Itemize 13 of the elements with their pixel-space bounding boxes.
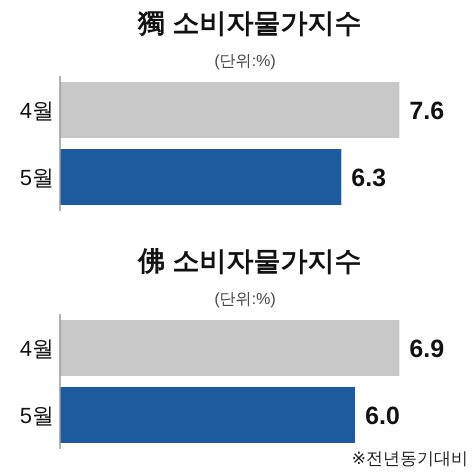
chart-subtitle: (단위:%) <box>214 291 276 308</box>
data-label: 7.6 <box>409 97 444 125</box>
y-tick-label: 4월 <box>20 98 54 123</box>
chart-title: 獨 소비자물가지수 <box>137 8 362 38</box>
y-tick-label: 5월 <box>20 165 54 190</box>
annotation: ※전년동기대비 <box>352 449 468 468</box>
data-label: 6.0 <box>365 402 400 430</box>
y-tick-label: 4월 <box>20 336 54 361</box>
data-label: 6.3 <box>351 164 386 192</box>
y-tick-label: 5월 <box>20 403 54 428</box>
data-label: 6.9 <box>409 335 444 363</box>
chart-subtitle: (단위:%) <box>214 53 276 70</box>
chart-title: 佛 소비자물가지수 <box>137 246 362 276</box>
